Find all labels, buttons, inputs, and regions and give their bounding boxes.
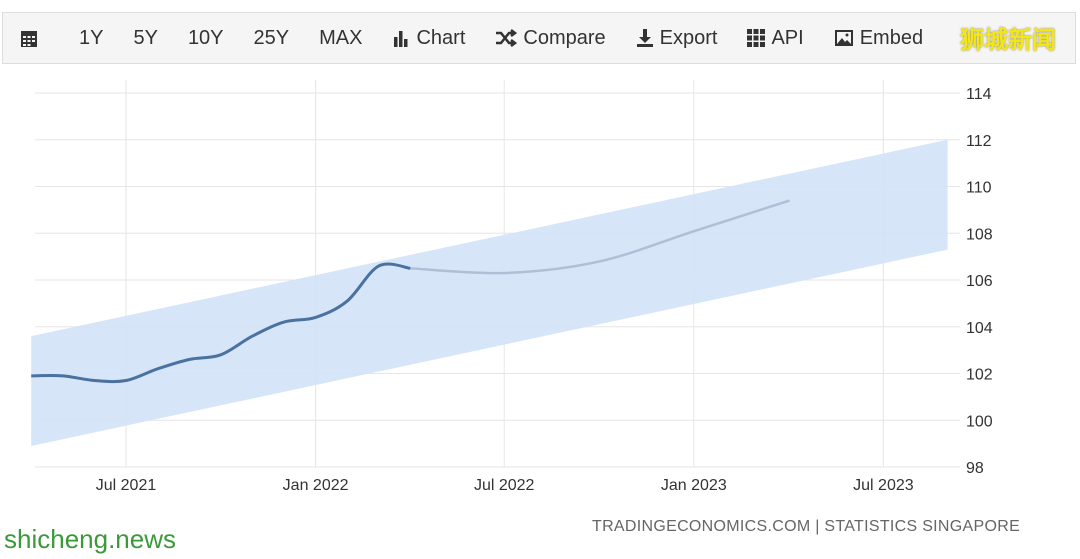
y-tick-label: 102: [966, 367, 993, 384]
calendar-button[interactable]: [19, 28, 45, 48]
x-tick-label: Jan 2022: [283, 477, 349, 494]
toolbar-label: Embed: [859, 26, 924, 49]
y-tick-label: 106: [966, 273, 993, 290]
calendar-icon: [19, 28, 45, 48]
toolbar-chart-button[interactable]: Chart: [392, 27, 465, 50]
toolbar-max-button[interactable]: MAX: [319, 27, 362, 50]
toolbar-export-button[interactable]: Export: [636, 26, 718, 50]
toolbar: 1Y 5Y 10Y 25Y MAX Chart Compare Export API Embed: [2, 12, 1076, 64]
y-tick-label: 108: [966, 226, 993, 243]
toolbar-label: 10Y: [187, 26, 224, 49]
y-tick-label: 100: [966, 413, 993, 430]
actual-line: [31, 262, 411, 384]
toolbar-api-button[interactable]: API: [747, 26, 804, 50]
y-tick-label: 114: [966, 86, 992, 103]
shuffle-icon: [495, 29, 523, 47]
x-tick-label: Jul 2022: [474, 477, 535, 494]
toolbar-10y-button[interactable]: 10Y: [188, 27, 224, 50]
toolbar-compare-button[interactable]: Compare: [495, 26, 606, 50]
x-tick-label: Jul 2023: [853, 477, 914, 494]
toolbar-label: MAX: [319, 26, 363, 49]
toolbar-label: Export: [659, 26, 718, 49]
toolbar-label: 5Y: [133, 26, 158, 49]
y-tick-label: 104: [966, 320, 993, 337]
grid-icon: [747, 29, 771, 47]
toolbar-embed-button[interactable]: Embed: [834, 27, 923, 50]
x-tick-label: Jan 2023: [661, 477, 727, 494]
toolbar-label: Compare: [523, 26, 606, 49]
watermark-cn: 狮城新闻: [960, 27, 1056, 54]
y-tick-label: 112: [966, 133, 992, 150]
source-footer[interactable]: TRADINGECONOMICS.COM | STATISTICS SINGAP…: [592, 518, 1021, 535]
x-tick-label: Jul 2021: [96, 477, 157, 494]
toolbar-label: API: [771, 26, 804, 49]
toolbar-label: 1Y: [79, 26, 104, 49]
bar-chart-icon: [392, 29, 416, 47]
watermark-en: shicheng.news: [4, 524, 176, 554]
toolbar-label: 25Y: [253, 26, 290, 49]
toolbar-5y-button[interactable]: 5Y: [133, 27, 157, 50]
y-tick-label: 98: [966, 460, 984, 477]
toolbar-1y-button[interactable]: 1Y: [79, 27, 103, 50]
toolbar-label: Chart: [416, 26, 466, 49]
forecast-line: [410, 199, 790, 275]
toolbar-25y-button[interactable]: 25Y: [254, 27, 290, 50]
download-icon: [636, 28, 660, 48]
y-tick-label: 110: [966, 180, 992, 197]
image-icon: [834, 29, 860, 47]
forecast-band: [31, 139, 948, 446]
